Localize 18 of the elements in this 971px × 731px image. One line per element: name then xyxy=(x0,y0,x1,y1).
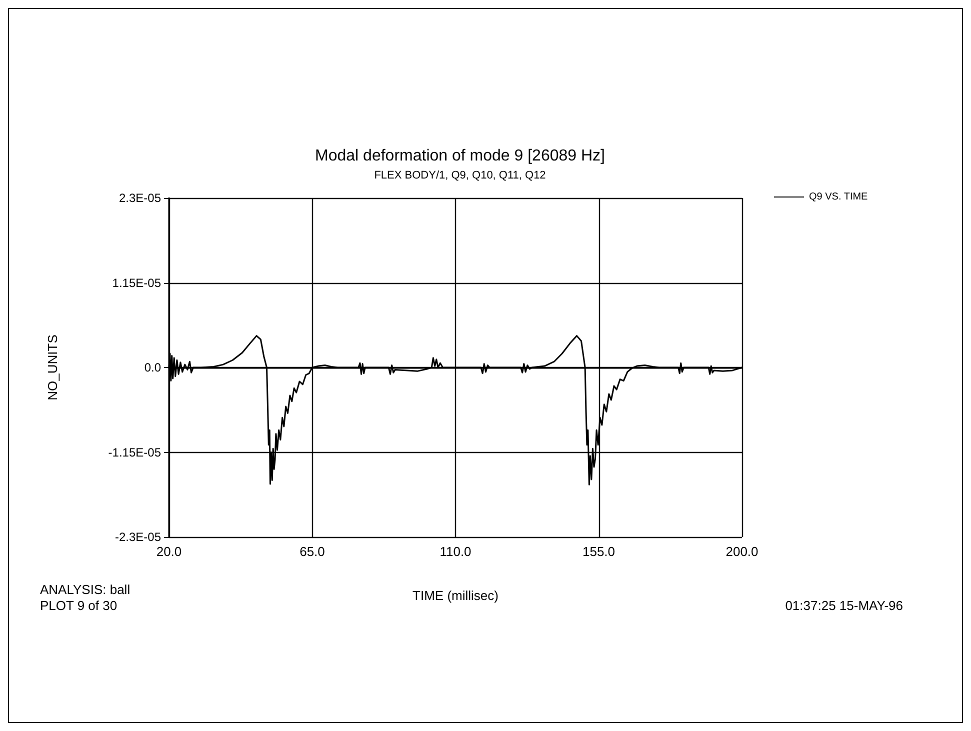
chart-title: Modal deformation of mode 9 [26089 Hz] xyxy=(315,148,605,164)
x-tick-label: 20.0 xyxy=(156,544,182,559)
chart-subtitle: FLEX BODY/1, Q9, Q10, Q11, Q12 xyxy=(374,170,546,182)
text: PLOT 9 of 30 xyxy=(40,598,118,613)
y-tick-label: -2.3E-05 xyxy=(114,530,162,544)
x-tick-label: 110.0 xyxy=(440,544,472,559)
text: ANALYSIS: ball xyxy=(40,582,130,597)
y-tick-label: 0.0 xyxy=(144,360,162,374)
legend-label: Q9 VS. TIME xyxy=(809,192,868,202)
text: 01:37:25 15-MAY-96 xyxy=(785,598,904,613)
x-tick-label: 155.0 xyxy=(582,544,616,559)
x-axis-title: TIME (millisec) xyxy=(412,588,498,603)
y-axis-title: NO_UNITS xyxy=(45,334,60,400)
y-tick-label: -1.15E-05 xyxy=(108,445,162,460)
y-tick-label: 1.15E-05 xyxy=(112,276,162,290)
x-tick-label: 200.0 xyxy=(726,544,758,559)
y-tick-label: 2.3E-05 xyxy=(118,191,162,205)
x-tick-label: 65.0 xyxy=(300,544,325,559)
